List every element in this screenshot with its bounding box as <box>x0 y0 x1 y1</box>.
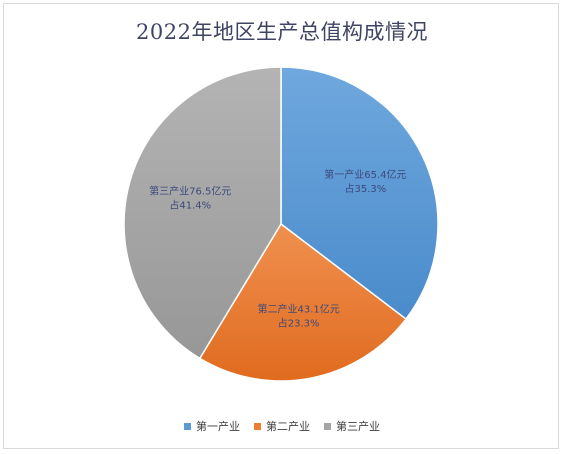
legend-label: 第三产业 <box>336 420 380 433</box>
legend-swatch <box>184 422 191 430</box>
chart-title: 2022年地区生产总值构成情况 <box>136 20 428 44</box>
legend-swatch <box>324 422 331 430</box>
pie-slice-primary <box>280 66 439 321</box>
pie-slice-secondary <box>198 222 407 382</box>
pie-slices <box>123 66 439 382</box>
legend-item-tertiary: 第三产业 <box>324 418 380 434</box>
legend: 第一产业 第二产业 第三产业 <box>0 418 564 434</box>
pie-slice-tertiary <box>123 66 282 360</box>
legend-item-primary: 第一产业 <box>184 418 240 434</box>
legend-swatch <box>254 422 261 430</box>
pie-labels: 第一产业65.4亿元占35.3% 第二产业43.1亿元占23.3% 第三产业76.5… <box>149 168 406 329</box>
pie-label-primary: 第一产业65.4亿元占35.3% <box>324 168 406 195</box>
legend-label: 第二产业 <box>266 420 310 433</box>
legend-item-secondary: 第二产业 <box>254 418 310 434</box>
pie-label-secondary: 第二产业43.1亿元占23.3% <box>258 303 340 330</box>
legend-label: 第一产业 <box>196 420 240 433</box>
pie-label-tertiary: 第三产业76.5亿元占41.4% <box>149 185 231 212</box>
